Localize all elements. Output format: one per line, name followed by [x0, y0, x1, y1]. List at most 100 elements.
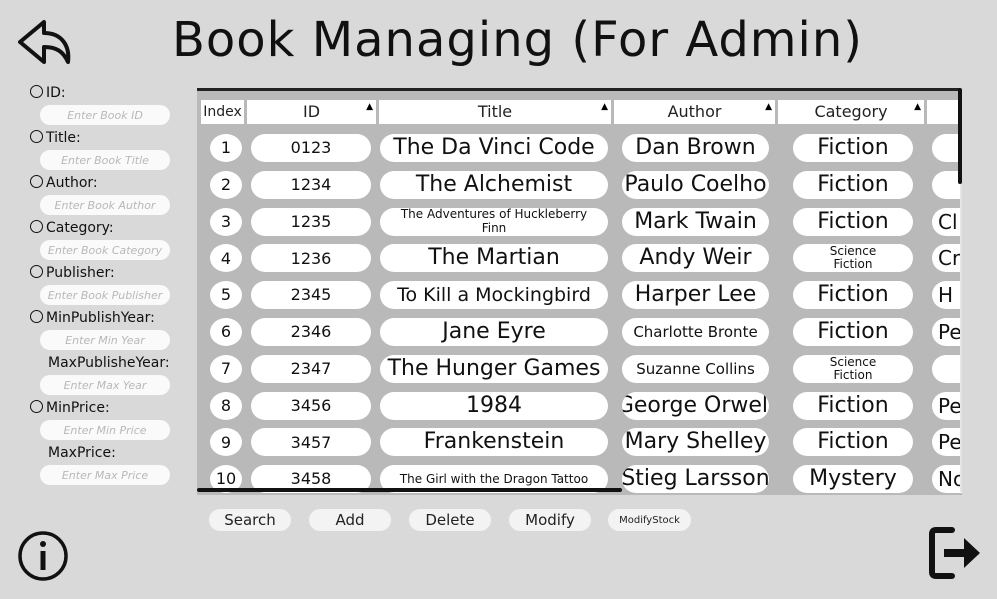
cell-next: Pe: [932, 391, 962, 420]
sort-asc-icon[interactable]: ▲: [366, 102, 373, 112]
filter-input[interactable]: [40, 420, 170, 440]
col-header-title[interactable]: Title ▲: [379, 100, 611, 124]
col-header-index[interactable]: Index: [201, 100, 244, 124]
cell-id: 1235: [251, 207, 371, 236]
cell-title: The Adventures of Huckleberry Finn: [380, 207, 608, 236]
col-header-category[interactable]: Category ▲: [778, 100, 924, 124]
cell-author: Andy Weir: [622, 244, 769, 273]
filter-radio-button[interactable]: [30, 175, 43, 188]
filter-input[interactable]: [40, 375, 170, 395]
cell-title: Jane Eyre: [380, 318, 608, 346]
cell-title: 1984: [380, 391, 608, 420]
cell-author: Harper Lee: [622, 281, 769, 310]
cell-category: Fiction: [793, 134, 913, 162]
cell-index: 4: [210, 244, 242, 273]
cell-category: Fiction: [793, 391, 913, 420]
horizontal-scrollbar[interactable]: [197, 488, 622, 492]
cell-category: Fiction: [793, 318, 913, 346]
filter-label: Publisher:: [30, 264, 115, 282]
cell-title: Frankenstein: [380, 428, 608, 457]
filter-label-text: ID:: [46, 85, 66, 101]
cell-id: 3456: [251, 391, 371, 420]
filter-radio-button[interactable]: [30, 400, 43, 413]
filter-label-text: Author:: [46, 175, 98, 191]
filter-input[interactable]: [40, 330, 170, 350]
cell-category: Science Fiction: [793, 354, 913, 383]
modify-stock-button[interactable]: ModifyStock: [608, 509, 691, 531]
modify-button[interactable]: Modify: [509, 509, 591, 531]
col-header-label: Category: [814, 102, 888, 121]
back-arrow-icon: [18, 20, 71, 64]
cell-index: 1: [210, 134, 242, 162]
cell-next: Cro: [932, 244, 962, 273]
filter-radio-button[interactable]: [30, 130, 43, 143]
search-button[interactable]: Search: [209, 509, 291, 531]
logout-icon: [929, 527, 980, 579]
cell-author: Paulo Coelho: [622, 170, 769, 199]
filter-label: Category:: [30, 219, 114, 237]
filter-radio-button[interactable]: [30, 220, 43, 233]
cell-category: Fiction: [793, 428, 913, 457]
col-header-author[interactable]: Author ▲: [614, 100, 775, 124]
cell-index: 7: [210, 354, 242, 383]
cell-next: Pe: [932, 318, 962, 346]
cell-index: 10: [210, 465, 242, 494]
filter-label: MinPrice:: [30, 399, 110, 417]
filter-radio-button[interactable]: [30, 310, 43, 323]
filter-label: MaxPublisheYear:: [30, 354, 170, 372]
filter-label: MaxPrice:: [30, 444, 116, 462]
filter-input[interactable]: [40, 150, 170, 170]
filter-input[interactable]: [40, 195, 170, 215]
cell-category: Fiction: [793, 281, 913, 310]
filter-input[interactable]: [40, 285, 170, 305]
filter-input[interactable]: [40, 105, 170, 125]
filter-label-text: Category:: [46, 220, 114, 236]
cell-index: 9: [210, 428, 242, 457]
cell-id: 2347: [251, 354, 371, 383]
cell-index: 5: [210, 281, 242, 310]
cell-next: Cl: [932, 207, 962, 236]
cell-author: George Orwell: [622, 391, 769, 420]
filter-label-text: MaxPublisheYear:: [48, 355, 170, 371]
back-button[interactable]: [16, 18, 74, 68]
vertical-scrollbar[interactable]: [958, 88, 962, 184]
cell-author: Dan Brown: [622, 134, 769, 162]
cell-id: 3457: [251, 428, 371, 457]
cell-next: [932, 354, 962, 383]
cell-author: Suzanne Collins: [622, 354, 769, 383]
col-header-label: ID: [302, 102, 321, 121]
sort-asc-icon[interactable]: ▲: [914, 102, 921, 112]
cell-index: 3: [210, 207, 242, 236]
col-header-label: Author: [667, 102, 722, 121]
filter-radio-button[interactable]: [30, 265, 43, 278]
cell-title: The Martian: [380, 244, 608, 273]
col-header-id[interactable]: ID ▲: [247, 100, 376, 124]
cell-next: Pe: [932, 428, 962, 457]
filter-label: MinPublishYear:: [30, 309, 155, 327]
cell-title: The Alchemist: [380, 170, 608, 199]
filter-input[interactable]: [40, 465, 170, 485]
filter-label: Title:: [30, 129, 81, 147]
logout-button[interactable]: [928, 526, 982, 580]
sort-asc-icon[interactable]: ▲: [601, 102, 608, 112]
col-header-next[interactable]: [927, 100, 962, 124]
cell-category: Science Fiction: [793, 244, 913, 273]
sort-asc-icon[interactable]: ▲: [765, 102, 772, 112]
info-button[interactable]: [17, 530, 69, 582]
cell-index: 6: [210, 318, 242, 346]
filter-label: ID:: [30, 84, 66, 102]
cell-id: 2346: [251, 318, 371, 346]
cell-next: [932, 170, 962, 199]
cell-id: 2345: [251, 281, 371, 310]
cell-author: Charlotte Bronte: [622, 318, 769, 346]
delete-button[interactable]: Delete: [409, 509, 491, 531]
table-right-edge: [960, 88, 962, 492]
add-button[interactable]: Add: [309, 509, 391, 531]
col-header-label: Title: [477, 102, 513, 121]
filter-radio-button[interactable]: [30, 85, 43, 98]
filter-input[interactable]: [40, 240, 170, 260]
cell-id: 1236: [251, 244, 371, 273]
cell-category: Mystery: [793, 465, 913, 494]
filter-label-text: MinPrice:: [46, 400, 110, 416]
cell-title: The Hunger Games: [380, 354, 608, 383]
